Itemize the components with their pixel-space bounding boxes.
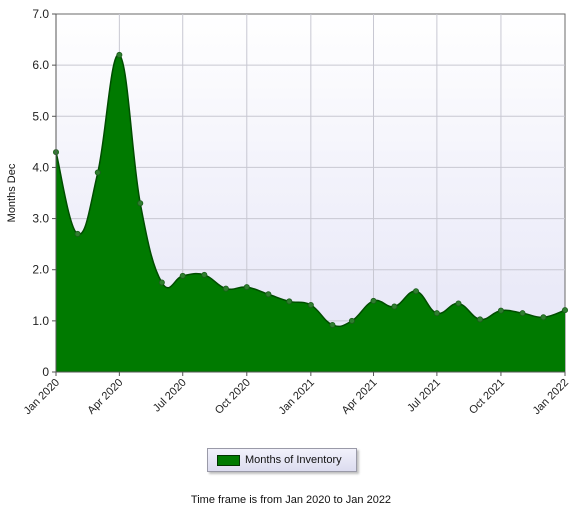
legend: Months of Inventory: [207, 448, 357, 472]
months-of-inventory-area: [56, 54, 565, 373]
legend-label: Months of Inventory: [245, 454, 342, 466]
data-point: [94, 169, 101, 176]
data-point: [370, 297, 377, 304]
months-of-inventory-line: [55, 54, 566, 328]
x-tick-label: Jan 2022: [531, 377, 571, 417]
y-tick-label: 7.0: [32, 7, 49, 21]
x-tick-labels: Jan 2020 Apr 2020 Jul 2020 Oct 2020 Jan 2021…: [22, 372, 571, 417]
x-tick-label: Jul 2021: [405, 377, 443, 415]
data-point: [455, 300, 462, 307]
data-point: [540, 314, 547, 321]
y-tick-label: 0: [42, 365, 49, 379]
y-tick-label: 2.0: [32, 263, 49, 277]
y-axis-title: Months Dec: [6, 163, 18, 222]
y-tick-labels: 0 1.0 2.0 3.0 4.0 5.0 6.0 7.0: [32, 7, 56, 379]
data-point: [286, 298, 293, 305]
data-point: [391, 303, 398, 310]
y-tick-label: 4.0: [32, 160, 49, 174]
data-point: [307, 302, 314, 309]
data-point: [74, 230, 81, 237]
x-tick-label: Oct 2021: [467, 377, 507, 417]
y-tick-label: 3.0: [32, 212, 49, 226]
legend-swatch: [217, 454, 240, 466]
time-frame-caption: Time frame is from Jan 2020 to Jan 2022: [190, 494, 392, 506]
data-point: [412, 288, 419, 295]
data-point: [265, 291, 272, 298]
x-tick-label: Jan 2020: [22, 377, 62, 417]
x-tick-label: Apr 2020: [85, 377, 125, 417]
y-tick-label: 5.0: [32, 109, 49, 123]
x-tick-label: Jan 2021: [276, 377, 316, 417]
data-markers: [53, 51, 569, 328]
y-tick-label: 1.0: [32, 314, 49, 328]
x-tick-label: Apr 2021: [340, 377, 380, 417]
x-tick-label: Oct 2020: [213, 377, 253, 417]
data-point: [477, 316, 484, 323]
data-point: [201, 271, 208, 278]
area-series: [55, 54, 566, 373]
data-point: [243, 284, 250, 291]
data-point: [433, 310, 440, 317]
data-point: [562, 307, 569, 314]
data-point: [348, 317, 355, 324]
y-tick-label: 6.0: [32, 58, 49, 72]
data-point: [137, 200, 144, 207]
data-point: [179, 272, 186, 279]
data-point: [116, 51, 123, 58]
data-point: [329, 321, 336, 328]
data-point: [519, 310, 526, 317]
data-point: [158, 279, 165, 286]
data-point: [497, 307, 504, 314]
data-point: [222, 285, 229, 292]
x-tick-label: Jul 2020: [151, 377, 189, 415]
